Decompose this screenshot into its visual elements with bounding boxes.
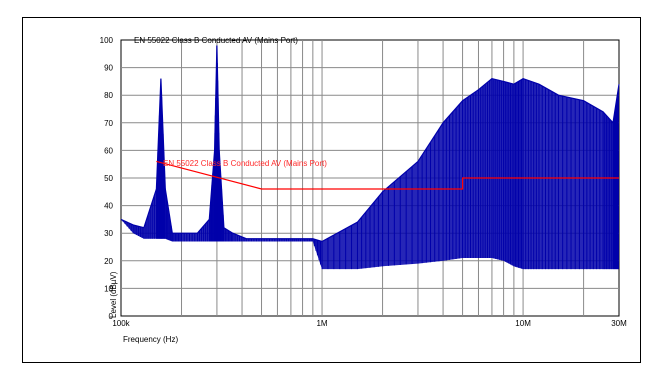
y-tick-label: 80 [104,91,113,100]
limit-line-label: EN 55022 Class B Conducted AV (Mains Por… [163,159,327,168]
chart: 0 10 20 30 40 50 60 70 80 90 100 100k 1M 10M 30M EN 5… [100,36,627,344]
y-tick-label: 0 [109,312,114,321]
chart-frame: 0 10 20 30 40 50 60 70 80 90 100 100k 1M 10M 30M EN 5… [22,17,641,363]
emission-trace-envelope [121,45,619,270]
y-tick-label: 40 [104,202,113,211]
limit-line [156,160,619,190]
y-tick-label: 10 [104,284,113,293]
x-tick-label: 100k [112,319,130,328]
y-tick-label: 60 [104,146,113,155]
y-tick-label: 100 [100,36,114,45]
y-tick-labels: 0 10 20 30 40 50 60 70 80 90 100 [100,36,114,321]
y-tick-label: 30 [104,229,113,238]
y-tick-label: 20 [104,257,113,266]
x-tick-label: 1M [316,319,327,328]
y-tick-label: 70 [104,119,113,128]
x-tick-label: 30M [611,319,627,328]
x-tick-label: 10M [515,319,531,328]
y-axis-label: Level (dBµV) [109,271,118,318]
emission-trace-fill [121,45,619,270]
x-axis-label: Frequency (Hz) [123,335,178,344]
series-lines [120,45,620,270]
x-tick-labels: 100k 1M 10M 30M [112,319,627,328]
y-tick-label: 90 [104,64,113,73]
y-tick-label: 50 [104,174,113,183]
chart-title: EN 55022 Class B Conducted AV (Mains Por… [134,36,298,45]
